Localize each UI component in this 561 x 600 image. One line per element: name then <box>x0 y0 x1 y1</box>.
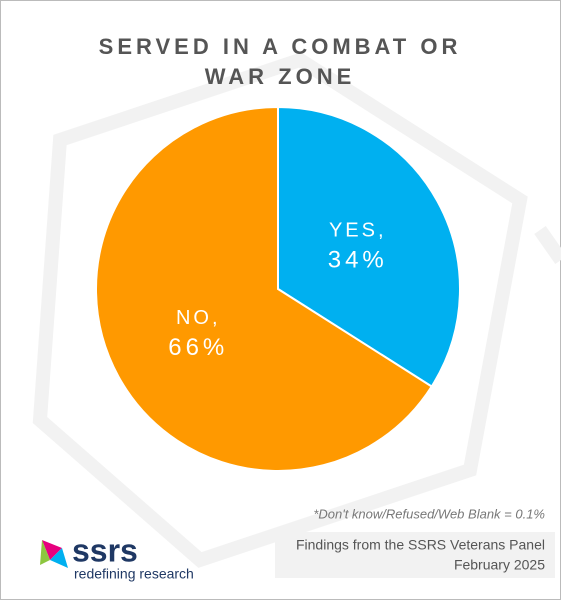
chart-title: WAR ZONE <box>205 64 356 89</box>
pie-slice <box>277 105 461 388</box>
background-shapes <box>32 52 561 568</box>
footnote: *Don't know/Refused/Web Blank = 0.1% <box>313 506 545 521</box>
pie: YES, 34% NO, 66% <box>95 105 461 472</box>
chart-title: SERVED IN A COMBAT OR <box>99 34 462 59</box>
source: Findings from the SSRS Veterans Panel <box>296 537 545 553</box>
source-box <box>275 532 555 578</box>
slice-value-label: 34% <box>328 247 388 274</box>
slice-category: YES, <box>329 219 387 241</box>
logo-mark <box>42 540 62 560</box>
pie-slice <box>95 105 434 472</box>
logo-mark <box>40 540 50 565</box>
logo-mark <box>50 548 68 568</box>
logo-name: ssrs <box>72 532 138 568</box>
source: February 2025 <box>454 557 545 573</box>
logo-tagline: redefining research <box>74 566 194 582</box>
slice-category: NO, <box>176 307 221 329</box>
logo: ssrs redefining research <box>40 532 194 582</box>
slice-value-label: 66% <box>168 334 228 361</box>
